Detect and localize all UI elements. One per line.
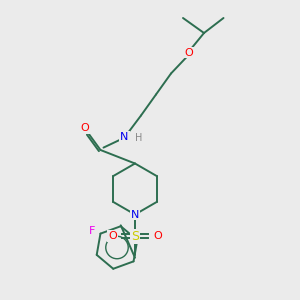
Text: N: N <box>131 209 139 220</box>
Text: H: H <box>135 133 142 143</box>
Text: O: O <box>80 123 89 133</box>
Text: N: N <box>120 131 129 142</box>
Text: O: O <box>153 231 162 241</box>
Text: S: S <box>131 230 139 243</box>
Text: O: O <box>184 47 194 58</box>
Text: F: F <box>89 226 95 236</box>
Text: O: O <box>108 231 117 241</box>
